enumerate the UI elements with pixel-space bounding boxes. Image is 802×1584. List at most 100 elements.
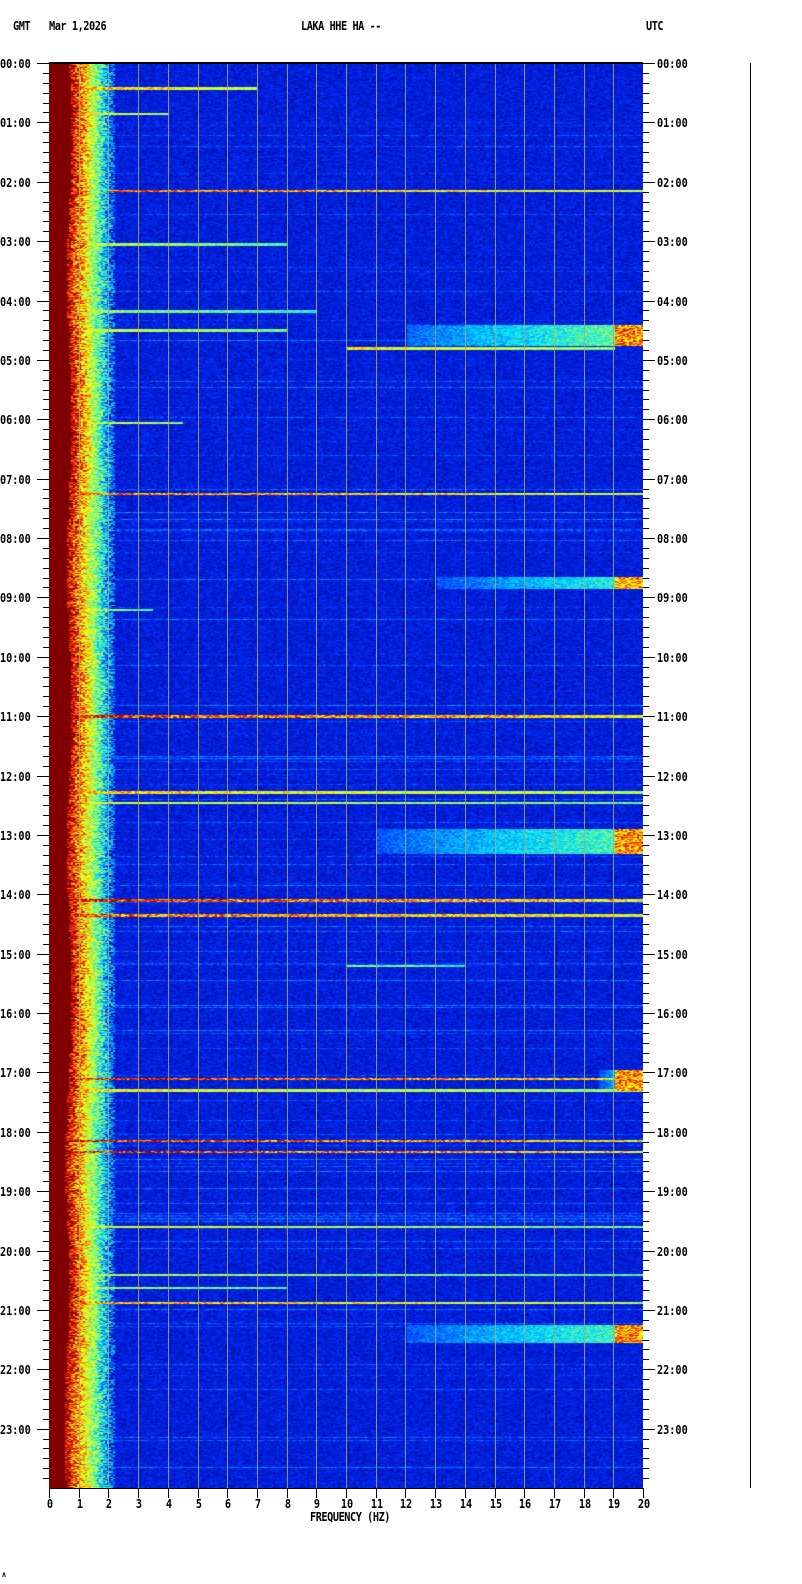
y-minor-tick-right [643, 1379, 649, 1380]
y-minor-tick-left [43, 1468, 49, 1469]
x-tick [257, 1488, 258, 1498]
y-minor-tick-right [643, 1043, 649, 1044]
x-gridline [346, 63, 347, 1488]
y-major-tick-right [643, 1013, 655, 1014]
y-minor-tick-right [643, 607, 649, 608]
y-major-tick-left [37, 1191, 49, 1192]
y-minor-tick-right [643, 93, 649, 94]
y-major-tick-left [37, 63, 49, 64]
x-gridline [435, 63, 436, 1488]
y-major-tick-right [643, 63, 655, 64]
y-minor-tick-left [43, 1300, 49, 1301]
x-tick [138, 1488, 139, 1498]
scale-bar-line [750, 63, 751, 1488]
y-tick-label-right: 16:00 [657, 1007, 688, 1021]
y-major-tick-left [37, 419, 49, 420]
y-minor-tick-left [43, 202, 49, 203]
y-minor-tick-left [43, 281, 49, 282]
x-tick [198, 1488, 199, 1498]
y-minor-tick-left [43, 568, 49, 569]
y-tick-label-right: 17:00 [657, 1066, 688, 1081]
y-minor-tick-left [43, 805, 49, 806]
y-minor-tick-right [643, 202, 649, 203]
y-minor-tick-left [43, 1201, 49, 1202]
y-tick-label-right: 14:00 [657, 888, 688, 903]
y-minor-tick-left [43, 993, 49, 994]
y-minor-tick-right [643, 459, 649, 460]
y-minor-tick-right [643, 914, 649, 915]
x-tick-label: 11 [370, 1497, 384, 1511]
y-minor-tick-right [643, 291, 649, 292]
y-minor-tick-left [43, 1023, 49, 1024]
y-minor-tick-right [643, 1082, 649, 1083]
y-minor-tick-left [43, 924, 49, 925]
y-minor-tick-right [643, 73, 649, 74]
y-minor-tick-left [43, 251, 49, 252]
y-minor-tick-left [43, 320, 49, 321]
x-gridline [316, 63, 317, 1488]
y-minor-tick-left [43, 904, 49, 905]
y-major-tick-left [37, 1072, 49, 1073]
y-tick-label-left: 22:00 [0, 1363, 31, 1378]
x-tick [643, 1488, 644, 1498]
y-minor-tick-left [43, 647, 49, 648]
y-minor-tick-left [43, 261, 49, 262]
y-minor-tick-left [43, 1409, 49, 1410]
y-major-tick-right [643, 360, 655, 361]
y-major-tick-left [37, 122, 49, 123]
y-minor-tick-left [43, 112, 49, 113]
y-minor-tick-left [43, 736, 49, 737]
x-tick-label: 12 [399, 1497, 413, 1511]
y-major-tick-left [37, 597, 49, 598]
y-minor-tick-right [643, 1112, 649, 1113]
y-minor-tick-right [643, 261, 649, 262]
y-minor-tick-right [643, 340, 649, 341]
y-tick-label-left: 08:00 [0, 532, 31, 546]
date-label: Mar 1,2026 [49, 19, 107, 33]
y-major-tick-right [643, 241, 655, 242]
y-minor-tick-right [643, 726, 649, 727]
y-minor-tick-right [643, 855, 649, 856]
y-minor-tick-right [643, 805, 649, 806]
y-major-tick-left [37, 776, 49, 777]
y-minor-tick-right [643, 1260, 649, 1261]
y-minor-tick-right [643, 211, 649, 212]
y-minor-tick-right [643, 964, 649, 965]
x-tick [376, 1488, 377, 1498]
y-minor-tick-right [643, 795, 649, 796]
y-minor-tick-left [43, 795, 49, 796]
y-minor-tick-right [643, 370, 649, 371]
y-minor-tick-left [43, 1152, 49, 1153]
y-tick-label-left: 23:00 [0, 1422, 31, 1437]
y-major-tick-right [643, 776, 655, 777]
y-tick-label-right: 03:00 [657, 235, 688, 250]
y-minor-tick-right [643, 439, 649, 440]
y-minor-tick-right [643, 845, 649, 846]
y-minor-tick-left [43, 1379, 49, 1380]
y-tick-label-right: 12:00 [657, 769, 688, 784]
x-axis-label: FREQUENCY (HZ) [310, 1510, 391, 1524]
y-tick-label-left: 10:00 [0, 650, 31, 665]
y-minor-tick-left [43, 983, 49, 984]
y-major-tick-right [643, 1132, 655, 1133]
y-minor-tick-left [43, 310, 49, 311]
y-minor-tick-right [643, 1300, 649, 1301]
x-tick-label: 0 [46, 1497, 54, 1511]
x-tick [524, 1488, 525, 1498]
y-tick-label-left: 18:00 [0, 1125, 31, 1140]
y-minor-tick-left [43, 686, 49, 687]
x-tick [346, 1488, 347, 1498]
y-minor-tick-left [43, 865, 49, 866]
y-major-tick-right [643, 301, 655, 302]
x-tick-label: 20 [637, 1497, 651, 1511]
y-tick-label-right: 11:00 [657, 710, 688, 725]
y-minor-tick-right [643, 558, 649, 559]
y-minor-tick-right [643, 1270, 649, 1271]
y-minor-tick-right [643, 766, 649, 767]
y-minor-tick-right [643, 746, 649, 747]
y-minor-tick-left [43, 380, 49, 381]
x-tick [79, 1488, 80, 1498]
y-minor-tick-right [643, 1468, 649, 1469]
y-major-tick-right [643, 597, 655, 598]
x-tick-label: 2 [105, 1497, 113, 1511]
